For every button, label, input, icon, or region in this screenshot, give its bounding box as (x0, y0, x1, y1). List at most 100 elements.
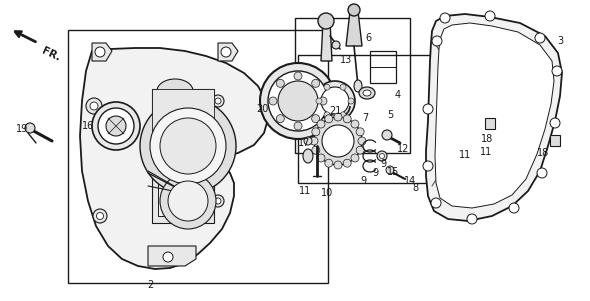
Ellipse shape (160, 173, 216, 229)
Text: 3: 3 (557, 36, 563, 46)
Ellipse shape (316, 98, 322, 104)
Ellipse shape (92, 102, 140, 150)
Ellipse shape (215, 198, 221, 204)
Polygon shape (152, 89, 214, 131)
Ellipse shape (312, 146, 320, 154)
Ellipse shape (276, 115, 284, 123)
Ellipse shape (312, 79, 320, 87)
Ellipse shape (382, 130, 392, 140)
Ellipse shape (356, 128, 364, 136)
Ellipse shape (509, 203, 519, 213)
Ellipse shape (485, 11, 495, 21)
Ellipse shape (215, 98, 221, 104)
Bar (295, 18, 410, 153)
Polygon shape (158, 96, 208, 216)
Ellipse shape (334, 161, 342, 169)
Text: 19: 19 (16, 124, 28, 134)
Text: 12: 12 (397, 144, 409, 154)
Bar (298, 55, 443, 183)
Ellipse shape (312, 128, 320, 136)
Ellipse shape (552, 66, 562, 76)
Ellipse shape (423, 104, 433, 114)
Text: 10: 10 (321, 188, 333, 198)
Ellipse shape (351, 120, 359, 128)
Ellipse shape (294, 72, 302, 80)
Polygon shape (92, 43, 112, 61)
Ellipse shape (212, 95, 224, 107)
Ellipse shape (95, 47, 105, 57)
Text: 20: 20 (256, 104, 268, 114)
Ellipse shape (423, 161, 433, 171)
Polygon shape (152, 89, 214, 223)
Text: 18: 18 (481, 134, 493, 144)
Ellipse shape (260, 63, 336, 139)
Ellipse shape (318, 13, 334, 29)
Ellipse shape (348, 98, 354, 104)
Ellipse shape (160, 118, 216, 174)
Ellipse shape (359, 87, 375, 99)
Ellipse shape (324, 84, 330, 90)
Ellipse shape (356, 146, 364, 154)
Text: 14: 14 (404, 176, 416, 186)
Ellipse shape (276, 79, 284, 87)
Ellipse shape (331, 112, 345, 122)
Ellipse shape (97, 213, 103, 219)
Ellipse shape (317, 154, 325, 162)
Ellipse shape (354, 80, 362, 92)
Ellipse shape (315, 81, 355, 121)
Ellipse shape (537, 168, 547, 178)
Polygon shape (550, 135, 560, 146)
Ellipse shape (348, 4, 360, 16)
Ellipse shape (332, 41, 340, 49)
Ellipse shape (310, 137, 318, 145)
Text: 15: 15 (387, 167, 399, 177)
Text: 18: 18 (537, 148, 549, 158)
Ellipse shape (25, 123, 35, 133)
Polygon shape (218, 43, 238, 61)
Ellipse shape (304, 137, 312, 145)
Text: 5: 5 (387, 110, 393, 120)
Text: 17: 17 (298, 138, 310, 148)
Ellipse shape (317, 120, 325, 128)
Text: 9: 9 (380, 159, 386, 169)
Ellipse shape (106, 116, 126, 136)
Ellipse shape (431, 198, 441, 208)
Ellipse shape (379, 154, 385, 159)
Polygon shape (435, 23, 554, 208)
Ellipse shape (268, 71, 328, 131)
Ellipse shape (363, 90, 371, 96)
Polygon shape (80, 48, 268, 269)
Polygon shape (485, 118, 495, 129)
Text: 6: 6 (365, 33, 371, 43)
Ellipse shape (322, 125, 354, 157)
Ellipse shape (432, 36, 442, 46)
Ellipse shape (157, 79, 193, 103)
Ellipse shape (343, 159, 351, 167)
Ellipse shape (351, 154, 359, 162)
Ellipse shape (294, 122, 302, 130)
Ellipse shape (303, 149, 313, 163)
Text: 8: 8 (412, 183, 418, 193)
Text: 11: 11 (299, 186, 311, 196)
Ellipse shape (321, 87, 349, 115)
Ellipse shape (440, 13, 450, 23)
Ellipse shape (212, 195, 224, 207)
Ellipse shape (325, 115, 333, 123)
Text: 4: 4 (395, 90, 401, 100)
Ellipse shape (163, 252, 173, 262)
Ellipse shape (98, 108, 134, 144)
Text: 9: 9 (372, 168, 378, 178)
Polygon shape (148, 246, 196, 266)
Bar (68, 30, 328, 283)
Ellipse shape (140, 98, 236, 194)
Polygon shape (346, 11, 362, 46)
Bar (370, 51, 396, 83)
Ellipse shape (86, 98, 102, 114)
Ellipse shape (90, 102, 98, 110)
Ellipse shape (278, 81, 318, 121)
Ellipse shape (340, 84, 346, 90)
Ellipse shape (93, 209, 107, 223)
Ellipse shape (312, 115, 320, 123)
Ellipse shape (340, 112, 346, 118)
Ellipse shape (358, 137, 366, 145)
